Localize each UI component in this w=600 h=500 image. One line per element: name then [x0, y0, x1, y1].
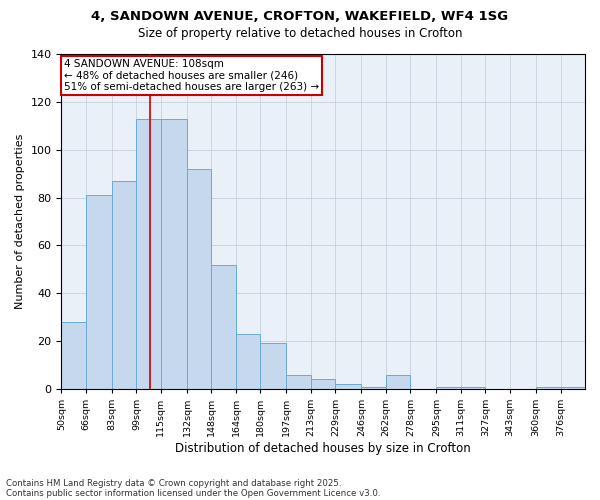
- Bar: [560, 386, 585, 389]
- Bar: [236, 334, 260, 389]
- X-axis label: Distribution of detached houses by size in Crofton: Distribution of detached houses by size …: [175, 442, 471, 455]
- Bar: [335, 384, 361, 389]
- Bar: [536, 386, 560, 389]
- Bar: [136, 118, 161, 389]
- Bar: [361, 386, 386, 389]
- Text: Contains public sector information licensed under the Open Government Licence v3: Contains public sector information licen…: [6, 488, 380, 498]
- Text: Size of property relative to detached houses in Crofton: Size of property relative to detached ho…: [138, 28, 462, 40]
- Text: Contains HM Land Registry data © Crown copyright and database right 2025.: Contains HM Land Registry data © Crown c…: [6, 478, 341, 488]
- Bar: [61, 322, 86, 389]
- Bar: [461, 386, 485, 389]
- Bar: [86, 195, 112, 389]
- Bar: [161, 118, 187, 389]
- Bar: [260, 344, 286, 389]
- Bar: [211, 264, 236, 389]
- Bar: [286, 374, 311, 389]
- Bar: [311, 380, 335, 389]
- Bar: [386, 374, 410, 389]
- Y-axis label: Number of detached properties: Number of detached properties: [15, 134, 25, 309]
- Bar: [187, 169, 211, 389]
- Bar: [436, 386, 461, 389]
- Text: 4, SANDOWN AVENUE, CROFTON, WAKEFIELD, WF4 1SG: 4, SANDOWN AVENUE, CROFTON, WAKEFIELD, W…: [91, 10, 509, 23]
- Bar: [112, 181, 136, 389]
- Text: 4 SANDOWN AVENUE: 108sqm
← 48% of detached houses are smaller (246)
51% of semi-: 4 SANDOWN AVENUE: 108sqm ← 48% of detach…: [64, 59, 319, 92]
